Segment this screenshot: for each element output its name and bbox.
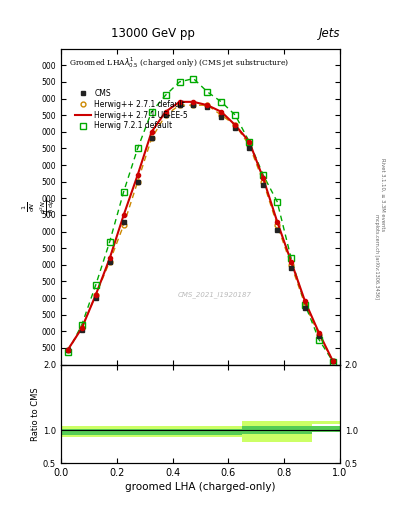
Legend: CMS, Herwig++ 2.7.1 default, Herwig++ 2.7.1 UE-EE-5, Herwig 7.2.1 default: CMS, Herwig++ 2.7.1 default, Herwig++ 2.…: [73, 87, 190, 132]
Herwig 7.2.1 default: [205, 89, 210, 95]
Herwig++ 2.7.1 UE-EE-5: [163, 109, 168, 115]
Herwig 7.2.1 default: [163, 92, 168, 98]
Herwig++ 2.7.1 UE-EE-5: [331, 358, 335, 365]
Line: Herwig 7.2.1 default: Herwig 7.2.1 default: [65, 75, 336, 365]
Herwig 7.2.1 default: [233, 112, 238, 118]
Herwig++ 2.7.1 default: [317, 332, 321, 338]
Herwig++ 2.7.1 default: [219, 112, 224, 118]
Y-axis label: Ratio to CMS: Ratio to CMS: [31, 387, 40, 441]
Text: Groomed LHA$\lambda^{1}_{0.5}$ (charged only) (CMS jet substructure): Groomed LHA$\lambda^{1}_{0.5}$ (charged …: [69, 55, 290, 70]
Herwig++ 2.7.1 default: [135, 179, 140, 185]
CMS: [149, 135, 154, 141]
CMS: [107, 259, 112, 265]
Herwig 7.2.1 default: [66, 349, 70, 355]
Herwig++ 2.7.1 default: [275, 222, 279, 228]
Herwig++ 2.7.1 default: [79, 325, 84, 331]
Herwig++ 2.7.1 default: [205, 102, 210, 108]
Herwig++ 2.7.1 UE-EE-5: [135, 172, 140, 178]
Herwig 7.2.1 default: [317, 336, 321, 343]
Herwig++ 2.7.1 default: [303, 302, 307, 308]
Herwig++ 2.7.1 default: [66, 347, 70, 353]
CMS: [331, 358, 335, 365]
Herwig++ 2.7.1 UE-EE-5: [317, 330, 321, 336]
Text: Rivet 3.1.10, ≥ 3.3M events: Rivet 3.1.10, ≥ 3.3M events: [381, 158, 386, 231]
Herwig++ 2.7.1 UE-EE-5: [247, 139, 252, 145]
Herwig++ 2.7.1 default: [233, 122, 238, 128]
Herwig 7.2.1 default: [289, 255, 294, 261]
Herwig 7.2.1 default: [261, 172, 266, 178]
Herwig++ 2.7.1 default: [107, 259, 112, 265]
CMS: [191, 102, 196, 108]
Herwig 7.2.1 default: [191, 75, 196, 81]
CMS: [205, 104, 210, 110]
Herwig++ 2.7.1 default: [289, 262, 294, 268]
Herwig 7.2.1 default: [247, 139, 252, 145]
Herwig++ 2.7.1 UE-EE-5: [261, 175, 266, 181]
Herwig++ 2.7.1 UE-EE-5: [121, 212, 126, 218]
Line: Herwig++ 2.7.1 UE-EE-5: Herwig++ 2.7.1 UE-EE-5: [68, 102, 333, 361]
CMS: [317, 333, 321, 339]
Herwig++ 2.7.1 UE-EE-5: [79, 325, 84, 331]
Y-axis label: $\frac{1}{\mathrm{d}N}$
$\frac{\mathrm{d}^2N}{\mathrm{d}\lambda\,\mathrm{d}p}$: $\frac{1}{\mathrm{d}N}$ $\frac{\mathrm{d…: [20, 197, 57, 216]
Herwig 7.2.1 default: [303, 302, 307, 308]
CMS: [233, 125, 238, 132]
CMS: [289, 265, 294, 271]
Herwig++ 2.7.1 default: [261, 179, 266, 185]
Herwig++ 2.7.1 UE-EE-5: [149, 129, 154, 135]
Line: CMS: CMS: [66, 103, 335, 363]
Herwig++ 2.7.1 UE-EE-5: [94, 292, 98, 298]
Herwig 7.2.1 default: [79, 322, 84, 328]
CMS: [219, 114, 224, 120]
Herwig 7.2.1 default: [121, 188, 126, 195]
CMS: [275, 227, 279, 233]
Herwig++ 2.7.1 default: [149, 135, 154, 141]
Text: CMS_2021_I1920187: CMS_2021_I1920187: [177, 292, 252, 298]
Text: Jets: Jets: [318, 27, 340, 40]
Herwig++ 2.7.1 UE-EE-5: [107, 255, 112, 261]
CMS: [163, 112, 168, 118]
Herwig 7.2.1 default: [219, 99, 224, 105]
CMS: [121, 219, 126, 225]
X-axis label: groomed LHA (charged-only): groomed LHA (charged-only): [125, 482, 275, 493]
CMS: [247, 145, 252, 152]
Herwig++ 2.7.1 default: [191, 102, 196, 108]
CMS: [303, 305, 307, 311]
Text: 13000 GeV pp: 13000 GeV pp: [111, 27, 195, 40]
Herwig++ 2.7.1 default: [94, 292, 98, 298]
Herwig++ 2.7.1 UE-EE-5: [66, 347, 70, 353]
Herwig 7.2.1 default: [94, 282, 98, 288]
Herwig++ 2.7.1 default: [121, 222, 126, 228]
Herwig++ 2.7.1 UE-EE-5: [191, 99, 196, 105]
Herwig++ 2.7.1 default: [177, 102, 182, 108]
Herwig 7.2.1 default: [177, 79, 182, 85]
Line: Herwig++ 2.7.1 default: Herwig++ 2.7.1 default: [66, 103, 335, 364]
Herwig++ 2.7.1 default: [163, 112, 168, 118]
Herwig++ 2.7.1 UE-EE-5: [177, 99, 182, 105]
CMS: [177, 102, 182, 108]
Herwig++ 2.7.1 UE-EE-5: [219, 109, 224, 115]
Text: mcplots.cern.ch [arXiv:1306.3436]: mcplots.cern.ch [arXiv:1306.3436]: [374, 214, 379, 298]
Herwig 7.2.1 default: [149, 109, 154, 115]
CMS: [94, 295, 98, 301]
Herwig++ 2.7.1 UE-EE-5: [303, 298, 307, 305]
CMS: [79, 327, 84, 333]
Herwig++ 2.7.1 UE-EE-5: [275, 219, 279, 225]
Herwig++ 2.7.1 UE-EE-5: [205, 102, 210, 108]
Herwig++ 2.7.1 default: [247, 142, 252, 148]
Herwig 7.2.1 default: [331, 358, 335, 365]
CMS: [135, 179, 140, 185]
Herwig++ 2.7.1 UE-EE-5: [289, 259, 294, 265]
CMS: [261, 182, 266, 188]
Herwig 7.2.1 default: [135, 145, 140, 152]
Herwig++ 2.7.1 default: [331, 358, 335, 365]
Herwig 7.2.1 default: [107, 239, 112, 245]
CMS: [66, 347, 70, 353]
Herwig 7.2.1 default: [275, 199, 279, 205]
Herwig++ 2.7.1 UE-EE-5: [233, 122, 238, 128]
